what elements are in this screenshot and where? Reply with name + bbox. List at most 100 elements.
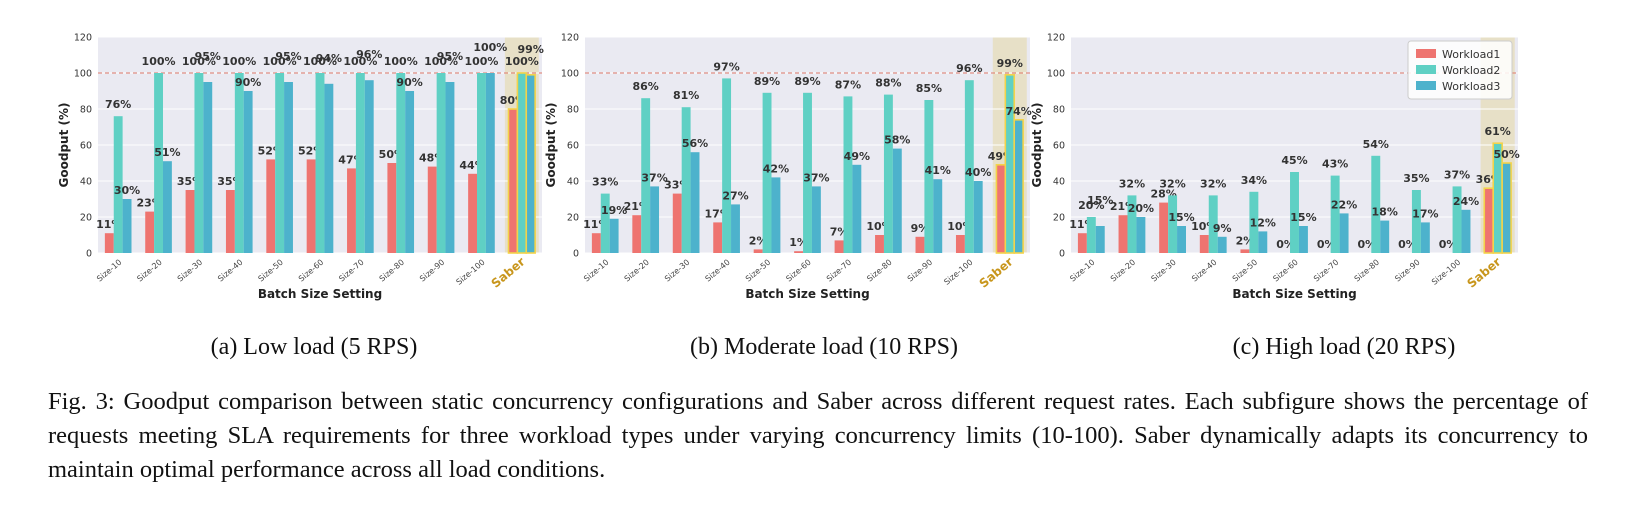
x-tick-label: Size-90 (906, 258, 934, 284)
bar-workload3-size-30 (203, 82, 213, 253)
bar-workload2-size-10 (113, 116, 123, 253)
x-tick-label: Size-80 (378, 258, 406, 284)
data-label: 100% (142, 55, 176, 68)
y-tick-label: 40 (567, 177, 579, 188)
data-label: 95% (275, 50, 301, 63)
y-tick-label: 80 (80, 105, 92, 116)
x-tick-label: Size-90 (418, 258, 446, 284)
y-tick-label: 0 (1059, 249, 1065, 260)
data-label: 88% (875, 77, 901, 90)
bar-workload1-size-70 (347, 168, 356, 253)
y-tick-label: 120 (561, 33, 579, 44)
subcaption-c: (c) High load (20 RPS) (1232, 334, 1456, 360)
bar-workload2-size-60 (803, 92, 812, 253)
bar-workload2-size-100 (477, 73, 486, 253)
bar-workload1-size-80 (875, 235, 884, 253)
x-tick-label: Size-100 (1430, 258, 1462, 287)
x-tick-label: Size-10 (1068, 258, 1096, 284)
data-label: 12% (1250, 216, 1276, 229)
data-label: 61% (1485, 125, 1511, 138)
bar-workload3-size-100 (973, 181, 983, 253)
x-tick-label: Size-30 (1149, 258, 1177, 284)
bar-workload1-size-90 (427, 166, 437, 253)
data-label: 18% (1372, 206, 1398, 219)
x-tick-label: Size-30 (176, 258, 204, 284)
bar-workload3-size-90 (933, 179, 943, 253)
data-label: 100% (505, 55, 539, 68)
x-tick-label: Size-40 (216, 258, 244, 284)
bar-workload2-size-30 (681, 107, 691, 253)
legend-label: Workload1 (1442, 48, 1500, 61)
data-label: 51% (154, 146, 180, 159)
bar-workload3-size-60 (811, 186, 821, 253)
bar-workload3-size-10 (609, 218, 619, 253)
bar-workload2-size-80 (883, 94, 893, 253)
x-axis-label: Batch Size Setting (745, 287, 869, 301)
bar-workload3-size-60 (324, 83, 334, 253)
figure-charts: 02040608010012011%76%30%Size-1023%100%51… (57, 33, 1520, 302)
x-tick-label: Size-60 (297, 258, 325, 284)
y-tick-label: 40 (80, 177, 92, 188)
data-label: 15% (1168, 211, 1194, 224)
data-label: 99% (997, 57, 1023, 70)
data-label: 86% (633, 80, 659, 93)
data-label: 24% (1453, 195, 1479, 208)
x-tick-label: Size-90 (1393, 258, 1421, 284)
data-label: 95% (437, 50, 463, 63)
y-tick-label: 60 (1053, 141, 1065, 152)
y-axis-label: Goodput (%) (544, 103, 558, 188)
y-tick-label: 100 (74, 69, 92, 80)
legend-label: Workload2 (1442, 64, 1500, 77)
y-tick-label: 20 (1053, 213, 1065, 224)
bar-workload1-size-40 (225, 190, 235, 253)
data-label: 19% (601, 204, 627, 217)
bar-workload2-size-70 (843, 96, 853, 254)
bar-workload2-size-20 (154, 73, 163, 253)
data-label: 100% (424, 55, 458, 68)
y-tick-label: 120 (74, 33, 92, 44)
data-label: 90% (235, 76, 261, 89)
bar-workload2-size-80 (396, 73, 406, 253)
bar-workload1-size-50 (753, 249, 763, 253)
bar-workload3-size-20 (162, 161, 172, 253)
data-label: 15% (1087, 194, 1113, 207)
x-tick-label: Size-80 (865, 258, 893, 284)
data-label: 9% (1213, 222, 1232, 235)
x-tick-label: Size-50 (1231, 258, 1259, 284)
bar-workload2-size-90 (1411, 190, 1421, 253)
x-tick-label: Size-50 (744, 258, 772, 284)
bar-workload1-saber (995, 164, 1007, 254)
x-tick-label: Size-10 (582, 258, 610, 284)
data-label: 15% (1290, 211, 1316, 224)
y-tick-label: 100 (561, 69, 579, 80)
data-label: 74% (1006, 105, 1032, 118)
bar-workload3-size-70 (1339, 213, 1349, 253)
bar-workload3-size-100 (1461, 209, 1471, 253)
bar-workload2-size-20 (1127, 195, 1137, 253)
data-label: 100% (182, 55, 216, 68)
bar-workload3-size-90 (1420, 222, 1430, 253)
data-label: 27% (722, 189, 748, 202)
bar-workload2-size-30 (194, 73, 204, 253)
data-label: 32% (1119, 177, 1145, 190)
data-label: 30% (114, 184, 140, 197)
bar-workload2-size-100 (964, 80, 974, 253)
bar-workload1-saber (507, 108, 519, 254)
data-label: 100% (303, 55, 337, 68)
x-tick-label: Saber (977, 255, 1016, 291)
x-tick-label: Size-60 (1271, 258, 1299, 284)
bar-workload3-size-40 (1217, 236, 1227, 253)
subcaption-b: (b) Moderate load (10 RPS) (690, 334, 958, 360)
data-label: 40% (965, 166, 991, 179)
bar-workload2-size-20 (641, 98, 651, 253)
data-label: 20% (1128, 202, 1154, 215)
bar-workload3-size-70 (852, 164, 862, 253)
data-label: 45% (1281, 154, 1307, 167)
bar-workload1-size-100 (468, 173, 478, 253)
bar-workload2-size-60 (315, 73, 325, 253)
y-tick-label: 100 (1047, 69, 1065, 80)
chart-panel-3: 02040608010012011%20%15%Size-1021%32%20%… (1030, 33, 1520, 302)
legend-swatch (1416, 81, 1436, 90)
bar-workload2-size-90 (436, 73, 446, 253)
bar-workload1-size-20 (632, 215, 642, 253)
